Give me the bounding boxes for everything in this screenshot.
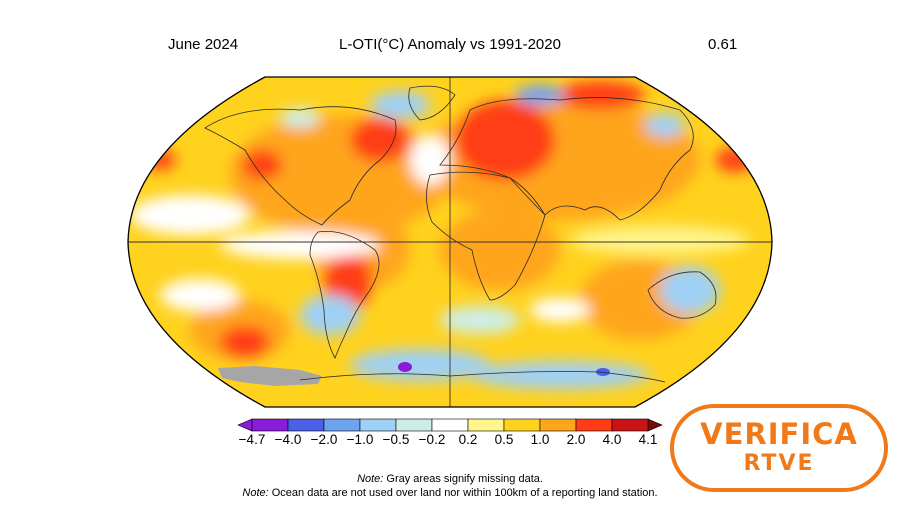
colorbar-segment	[431, 418, 469, 432]
global-anomaly-value: 0.61	[708, 36, 738, 53]
colorbar-segment	[575, 418, 613, 432]
colorbar-arrow-low	[237, 418, 253, 432]
colorbar-tick-label: −1.0	[346, 432, 374, 447]
verifica-rtve-logo: VERIFICA RTVE	[670, 404, 888, 492]
colorbar-segment	[395, 418, 433, 432]
colorbar-labels: −4.7 −4.0 −2.0 −1.0 −0.5 −0.2 0.2 0.5 1.0 2.0 4.0 4…	[0, 432, 900, 452]
note-ocean-data: Note: Ocean data are not used over land …	[0, 487, 900, 499]
colorbar-segment	[503, 418, 541, 432]
coastlines	[204, 85, 717, 383]
colorbar-tick-label: −2.0	[310, 432, 338, 447]
colorbar-tick-label: −4.0	[274, 432, 302, 447]
note2-text: Ocean data are not used over land nor wi…	[268, 487, 658, 499]
note2-label: Note:	[242, 487, 269, 499]
colorbar-tick-label: 1.0	[530, 432, 550, 447]
note1-text: Gray areas signify missing data.	[383, 473, 543, 485]
colorbar-tick-label: −4.7	[238, 432, 266, 447]
colorbar	[237, 418, 663, 432]
colorbar-tick-label: 0.2	[458, 432, 478, 447]
colorbar-segment	[467, 418, 505, 432]
logo-line2: RTVE	[743, 451, 815, 476]
colorbar-tick-label: 4.0	[602, 432, 622, 447]
colorbar-tick-label: 2.0	[566, 432, 586, 447]
colorbar-arrow-high	[647, 418, 663, 432]
map-title: L-OTI(°C) Anomaly vs 1991-2020	[339, 36, 561, 53]
globe-outline	[127, 76, 773, 408]
colorbar-tick-label: 4.1	[638, 432, 658, 447]
colorbar-segment	[251, 418, 289, 432]
note-missing-data: Note: Gray areas signify missing data.	[0, 473, 900, 485]
colorbar-segment	[287, 418, 325, 432]
colorbar-segment	[359, 418, 397, 432]
colorbar-segment	[323, 418, 361, 432]
colorbar-tick-label: −0.5	[382, 432, 410, 447]
note1-label: Note:	[357, 473, 384, 485]
colorbar-tick-label: 0.5	[494, 432, 514, 447]
map-date: June 2024	[168, 36, 239, 53]
colorbar-segment	[539, 418, 577, 432]
colorbar-tick-label: −0.2	[418, 432, 446, 447]
colorbar-segment	[611, 418, 649, 432]
logo-line1: VERIFICA	[700, 417, 858, 451]
